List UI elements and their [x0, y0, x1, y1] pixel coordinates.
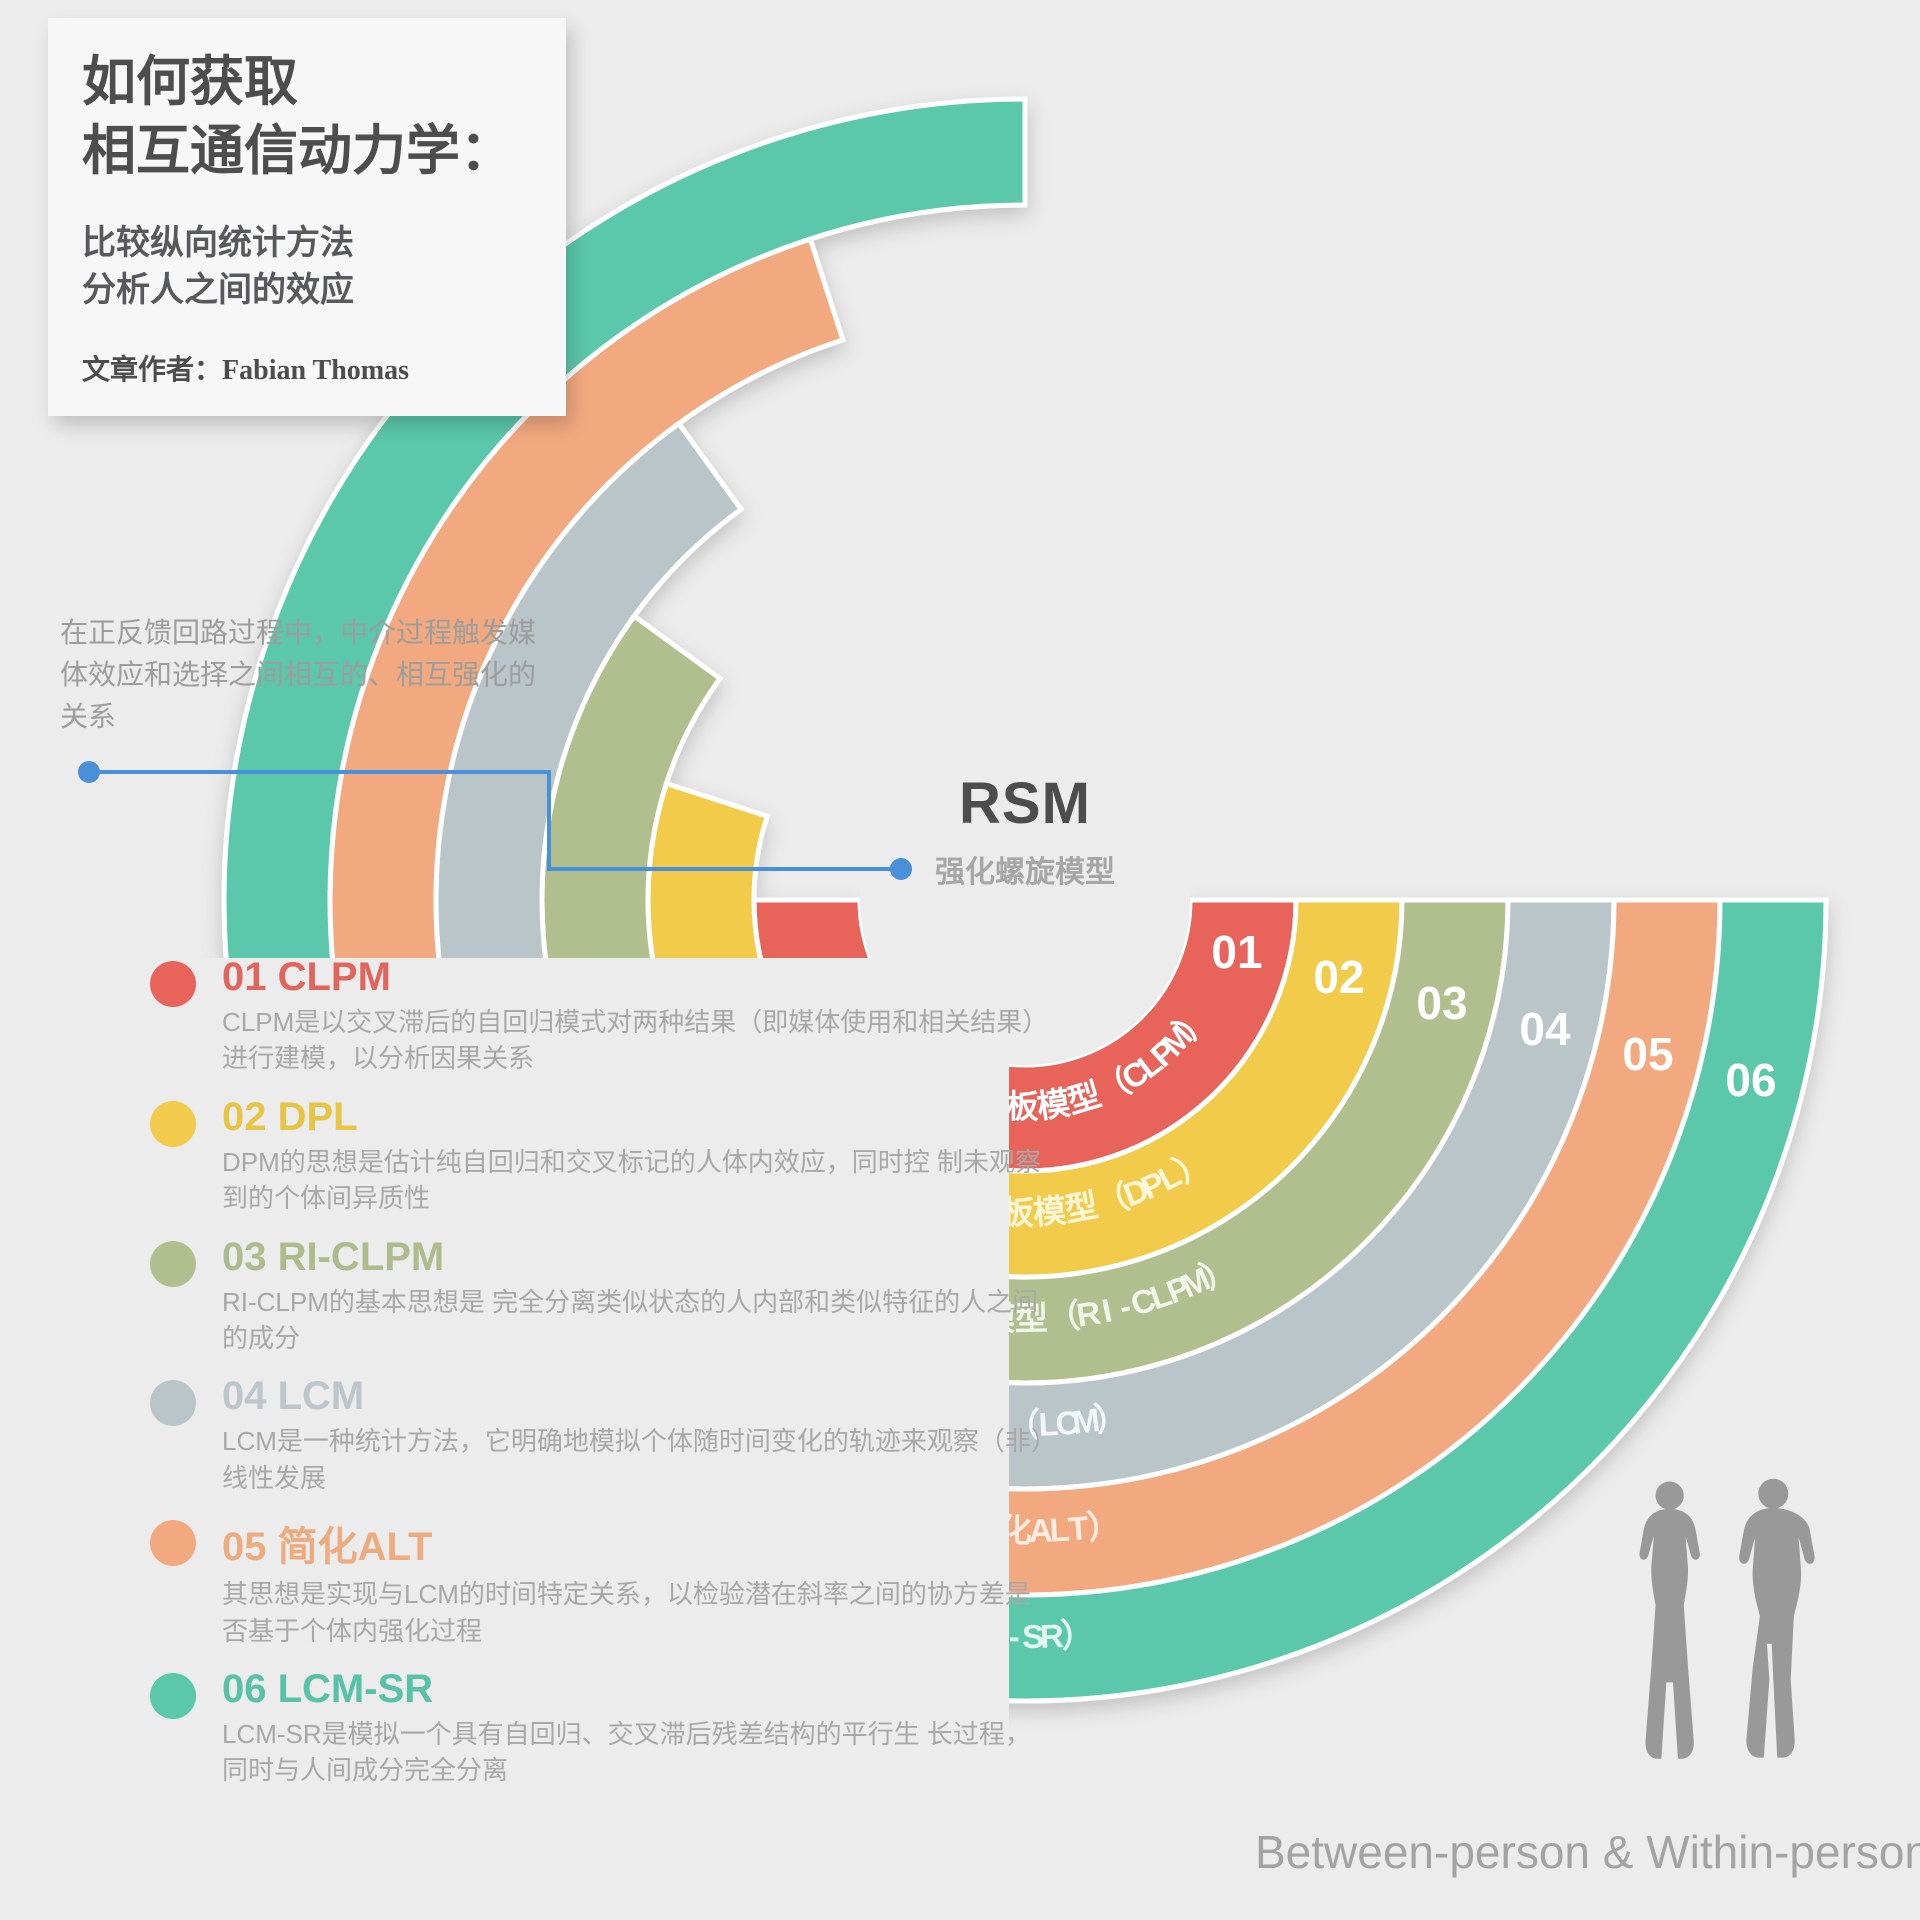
svg-text:）: ）: [1092, 1396, 1131, 1438]
svg-text:04: 04: [1519, 1003, 1571, 1055]
svg-text:03: 03: [1416, 977, 1467, 1029]
svg-text:02: 02: [1313, 951, 1364, 1003]
svg-text:01: 01: [1211, 926, 1262, 978]
svg-text:）: ）: [1085, 1505, 1122, 1546]
svg-text:）: ）: [1060, 1615, 1096, 1654]
svg-text:06: 06: [1725, 1054, 1776, 1106]
svg-text:05: 05: [1622, 1028, 1673, 1080]
